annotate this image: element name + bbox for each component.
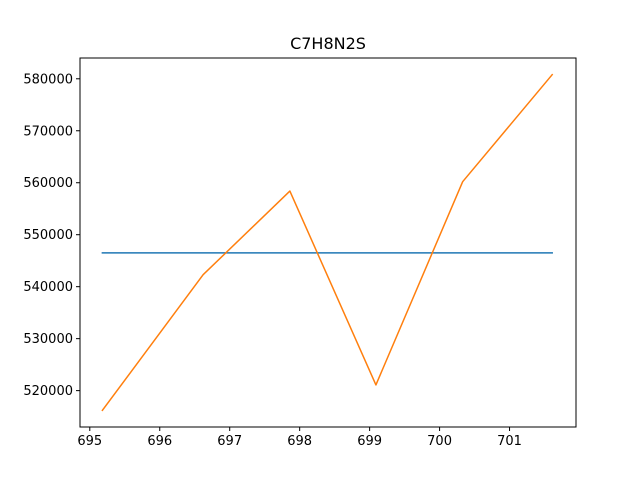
x-axis: 695 696 697 698 699 700 701 [77,427,522,449]
x-tick-label: 699 [357,434,382,449]
x-tick-label: 700 [427,434,452,449]
y-tick-label: 560000 [23,176,73,191]
y-tick-label: 570000 [23,124,73,139]
x-tick-label: 698 [287,434,312,449]
y-tick-label: 550000 [23,228,73,243]
x-tick-label: 697 [217,434,242,449]
y-axis: 520000 530000 540000 550000 560000 570000 5800… [23,72,80,399]
x-tick-label: 696 [147,434,172,449]
plot-frame [79,57,577,428]
y-tick-label: 540000 [23,280,73,295]
y-tick-label: 520000 [23,384,73,399]
series-line-2 [101,73,554,412]
x-tick-label: 695 [77,434,102,449]
chart-title: C7H8N2S [290,34,366,53]
x-tick-label: 701 [497,434,522,449]
y-tick-label: 530000 [23,332,73,347]
y-tick-label: 580000 [23,72,73,87]
series-layer [101,73,554,412]
